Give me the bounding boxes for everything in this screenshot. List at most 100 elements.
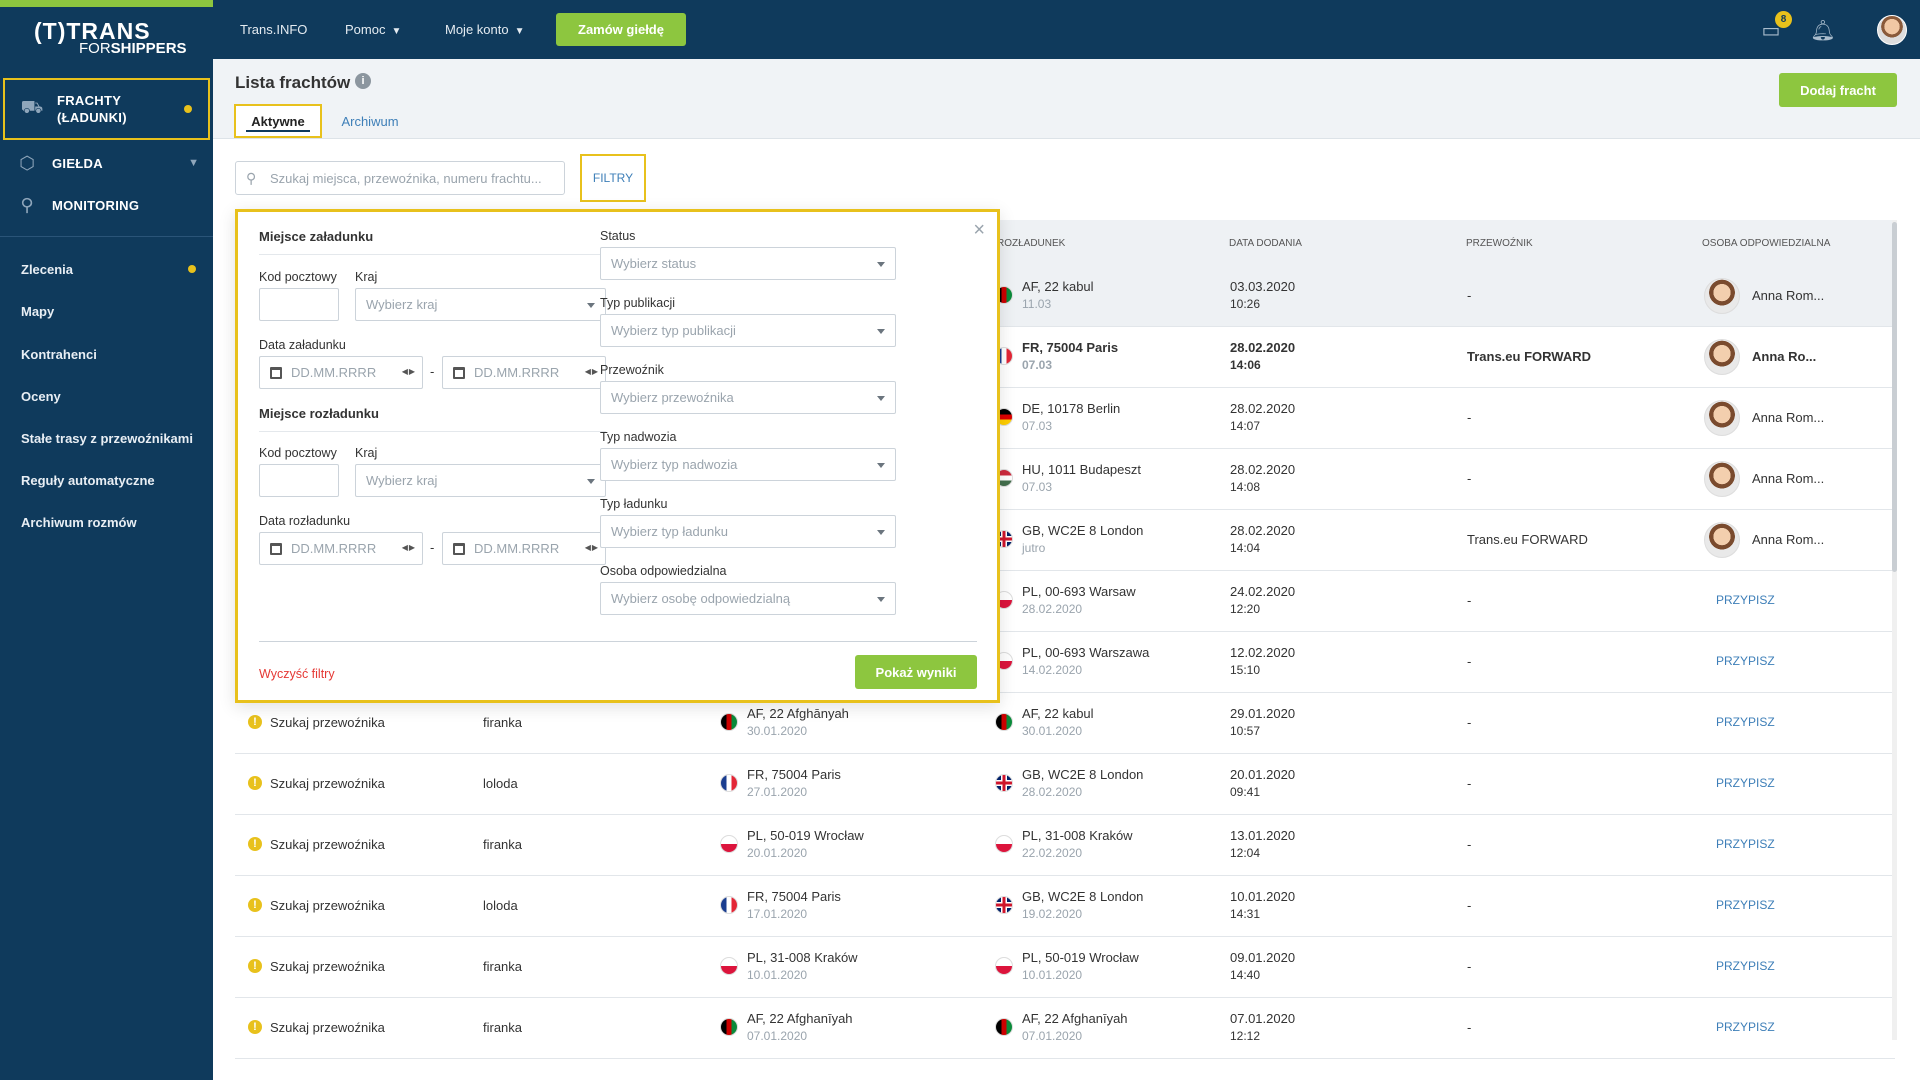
filter-select[interactable]: Wybierz status xyxy=(600,247,896,280)
sidebar-item-oceny[interactable]: Oceny xyxy=(21,389,61,404)
account-menu[interactable]: Moje konto ▼ xyxy=(445,22,525,37)
filter-select[interactable]: Wybierz typ ładunku xyxy=(600,515,896,548)
sidebar-item-kontrahenci[interactable]: Kontrahenci xyxy=(21,347,97,362)
responsible-person[interactable]: Anna Ro... xyxy=(1752,349,1817,364)
unloading-city: AF, 22 kabul xyxy=(1022,706,1094,721)
cargo-icon: ⛟ xyxy=(20,97,44,117)
unloading-date-to[interactable]: DD.MM.RRRR ◀▶ xyxy=(442,532,606,565)
section-divider xyxy=(259,431,606,432)
sidebar-item-reguly[interactable]: Reguły automatyczne xyxy=(21,473,155,488)
assign-link[interactable]: PRZYPISZ xyxy=(1716,593,1775,607)
scrollbar-track[interactable] xyxy=(1892,220,1897,1040)
unloading-date-from[interactable]: DD.MM.RRRR ◀▶ xyxy=(259,532,423,565)
unloading-date: 14.02.2020 xyxy=(1022,663,1083,677)
column-header-date-added[interactable]: DATA DODANIA xyxy=(1229,238,1302,249)
unloading-postal-input[interactable] xyxy=(259,464,339,497)
loading-country-select[interactable]: Wybierz kraj xyxy=(355,288,606,321)
table-row[interactable]: ! Szukaj przewoźnika firanka AF, 22 Afghāny… xyxy=(235,693,1895,754)
sidebar-item-archiwum-rozmow[interactable]: Archiwum rozmów xyxy=(21,515,137,530)
user-avatar[interactable] xyxy=(1877,15,1907,45)
table-row[interactable]: ! Szukaj przewoźnika firanka AF, 22 Afghanī… xyxy=(235,998,1895,1059)
table-row[interactable]: ! Szukaj przewoźnika firanka PL, 50-019 Wro… xyxy=(235,815,1895,876)
status-text: Szukaj przewoźnika xyxy=(270,898,385,913)
close-icon[interactable]: × xyxy=(973,219,985,241)
notifications-button[interactable]: 🔔︎ xyxy=(1810,17,1836,43)
tab-archiwum[interactable]: Archiwum xyxy=(341,113,399,129)
help-menu[interactable]: Pomoc ▼ xyxy=(345,22,401,37)
filter-label: Status xyxy=(600,229,636,243)
date-stepper-icon[interactable]: ◀▶ xyxy=(584,543,599,552)
unloading-place: PL, 31-008 Kraków 22.02.2020 xyxy=(1022,828,1133,860)
satellite-icon: ⚲ xyxy=(20,194,34,215)
scrollbar-thumb[interactable] xyxy=(1892,222,1897,572)
logo[interactable]: (T)TRANS FORSHIPPERS xyxy=(34,18,187,58)
trans-info-link[interactable]: Trans.INFO xyxy=(240,22,308,37)
unloading-date: 07.01.2020 xyxy=(1022,1029,1083,1043)
added-date: 28.02.2020 xyxy=(1230,462,1296,477)
loading-postal-input[interactable] xyxy=(259,288,339,321)
assign-link[interactable]: PRZYPISZ xyxy=(1716,898,1775,912)
unloading-date-label: Data rozładunku xyxy=(259,514,351,528)
responsible-person[interactable]: Anna Rom... xyxy=(1752,288,1825,303)
date-stepper-icon[interactable]: ◀▶ xyxy=(401,543,416,552)
filter-select[interactable]: Wybierz typ publikacji xyxy=(600,314,896,347)
assign-link[interactable]: PRZYPISZ xyxy=(1716,837,1775,851)
unloading-date: 22.02.2020 xyxy=(1022,846,1083,860)
unloading-place: PL, 50-019 Wrocław 10.01.2020 xyxy=(1022,950,1139,982)
loading-date-to[interactable]: DD.MM.RRRR ◀▶ xyxy=(442,356,606,389)
filters-button[interactable]: FILTRY xyxy=(580,154,646,202)
responsible-person[interactable]: Anna Rom... xyxy=(1752,532,1825,547)
order-exchange-button[interactable]: Zamów giełdę xyxy=(556,13,686,46)
sidebar-item-stale-trasy[interactable]: Stałe trasy z przewoźnikami xyxy=(21,431,193,446)
carrier: - xyxy=(1467,288,1472,303)
assign-link[interactable]: PRZYPISZ xyxy=(1716,959,1775,973)
sidebar-item-label: GIEŁDA xyxy=(52,155,103,171)
loading-date-from[interactable]: DD.MM.RRRR ◀▶ xyxy=(259,356,423,389)
unloading-place: DE, 10178 Berlin 07.03 xyxy=(1022,401,1120,433)
info-icon[interactable]: i xyxy=(355,73,371,89)
carrier: - xyxy=(1467,593,1472,608)
unloading-date: 07.03 xyxy=(1022,480,1053,494)
loading-place: AF, 22 Afghānyah 30.01.2020 xyxy=(747,706,849,738)
flag-fr-icon xyxy=(720,896,738,914)
column-header-responsible[interactable]: OSOBA ODPOWIEDZIALNA xyxy=(1702,238,1831,249)
sidebar-item-gielda[interactable]: ⬡ GIEŁDA ▼ xyxy=(0,150,213,176)
warning-icon: ! xyxy=(248,898,262,912)
responsible-person[interactable]: Anna Rom... xyxy=(1752,471,1825,486)
responsible-person[interactable]: Anna Rom... xyxy=(1752,410,1825,425)
filter-label: Typ ładunku xyxy=(600,497,668,511)
filter-select[interactable]: Wybierz typ nadwozia xyxy=(600,448,896,481)
unloading-date: jutro xyxy=(1022,541,1046,555)
logo-line-1: (T)TRANS xyxy=(34,18,151,44)
table-row[interactable]: ! Szukaj przewoźnika loloda FR, 75004 Paris… xyxy=(235,754,1895,815)
unloading-city: AF, 22 kabul xyxy=(1022,279,1094,294)
added-time: 14:07 xyxy=(1230,419,1261,433)
assign-link[interactable]: PRZYPISZ xyxy=(1716,654,1775,668)
date-stepper-icon[interactable]: ◀▶ xyxy=(584,367,599,376)
assign-link[interactable]: PRZYPISZ xyxy=(1716,776,1775,790)
sidebar-item-monitoring[interactable]: ⚲ MONITORING xyxy=(0,192,213,218)
add-freight-button[interactable]: Dodaj fracht xyxy=(1779,73,1897,107)
sidebar-item-frachty[interactable]: ⛟ FRACHTY (ŁADUNKI) xyxy=(3,78,210,140)
unloading-country-select[interactable]: Wybierz kraj xyxy=(355,464,606,497)
messages-button[interactable]: ▭ 8 xyxy=(1758,11,1792,43)
table-row[interactable]: ! Szukaj przewoźnika loloda FR, 75004 Paris… xyxy=(235,876,1895,937)
assign-link[interactable]: PRZYPISZ xyxy=(1716,1020,1775,1034)
select-placeholder: Wybierz typ nadwozia xyxy=(611,457,738,472)
tab-aktywne[interactable]: Aktywne xyxy=(234,104,322,138)
date-stepper-icon[interactable]: ◀▶ xyxy=(401,367,416,376)
warning-icon: ! xyxy=(248,776,262,790)
search-input[interactable] xyxy=(270,170,560,186)
show-results-button[interactable]: Pokaż wyniki xyxy=(855,655,977,689)
sidebar-item-mapy[interactable]: Mapy xyxy=(21,304,55,319)
filter-select[interactable]: Wybierz osobę odpowiedzialną xyxy=(600,582,896,615)
table-row[interactable]: ! Szukaj przewoźnika firanka PL, 31-008 Kra… xyxy=(235,937,1895,998)
column-header-unloading[interactable]: ROZŁADUNEK xyxy=(997,238,1066,249)
clear-filters-link[interactable]: Wyczyść filtry xyxy=(259,667,335,681)
sidebar-item-zlecenia[interactable]: Zlecenia xyxy=(21,262,74,277)
unloading-place: AF, 22 kabul 30.01.2020 xyxy=(1022,706,1094,738)
column-header-carrier[interactable]: PRZEWOŹNIK xyxy=(1466,238,1533,249)
filter-select[interactable]: Wybierz przewoźnika xyxy=(600,381,896,414)
assign-link[interactable]: PRZYPISZ xyxy=(1716,715,1775,729)
calendar-icon xyxy=(453,366,465,379)
